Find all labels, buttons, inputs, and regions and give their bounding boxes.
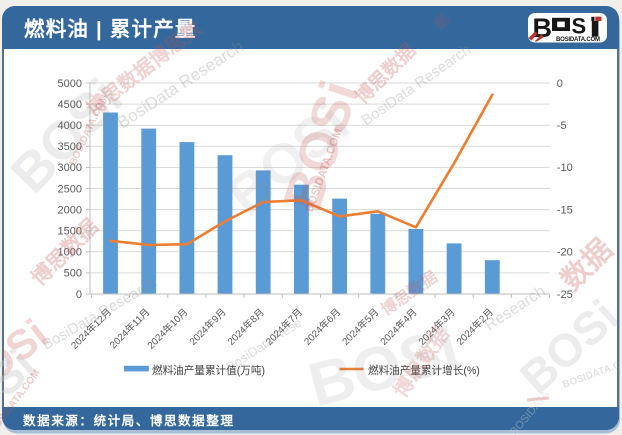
svg-text:BOSIDATA.COM: BOSIDATA.COM [556, 37, 600, 43]
svg-text:-10: -10 [557, 162, 573, 174]
svg-text:0: 0 [76, 289, 82, 301]
svg-text:S: S [572, 14, 587, 39]
svg-text:据: 据 [431, 11, 452, 32]
svg-text:3000: 3000 [58, 162, 82, 174]
svg-text:4000: 4000 [58, 120, 82, 132]
svg-text:2024年9月: 2024年9月 [186, 305, 228, 347]
svg-text:-20: -20 [557, 247, 573, 259]
svg-text:燃料油产量累计增长(%): 燃料油产量累计增长(%) [368, 364, 480, 377]
svg-text:-15: -15 [557, 204, 573, 216]
svg-text:-25: -25 [557, 289, 573, 301]
svg-text:0: 0 [557, 78, 563, 90]
svg-text:2000: 2000 [58, 204, 82, 216]
svg-text:2024年10月: 2024年10月 [144, 305, 190, 351]
svg-text:4500: 4500 [58, 99, 82, 111]
svg-text:燃料油产量累计值(万吨): 燃料油产量累计值(万吨) [152, 364, 265, 377]
svg-text:BOSIDATA: BOSIDATA [508, 388, 552, 435]
svg-text:-5: -5 [557, 120, 567, 132]
svg-text:1000: 1000 [58, 247, 82, 259]
svg-text:5000: 5000 [58, 78, 82, 90]
svg-text:1500: 1500 [58, 226, 82, 238]
svg-text:3500: 3500 [58, 141, 82, 153]
svg-text:2024年6月: 2024年6月 [301, 305, 343, 347]
svg-text:数据: 数据 [555, 233, 619, 297]
svg-text:2500: 2500 [58, 183, 82, 195]
svg-text:500: 500 [64, 268, 82, 280]
svg-text:B: B [533, 13, 553, 43]
